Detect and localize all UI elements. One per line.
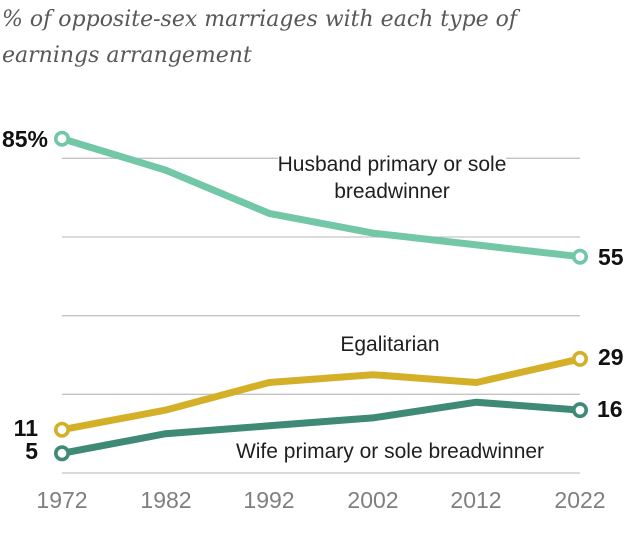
x-axis-label-2022: 2022 [554, 487, 606, 513]
end-value-husband: 55 [598, 244, 624, 270]
marker-1-end [571, 350, 588, 367]
series-label-husband: Husband primary or sole breadwinner [277, 151, 507, 205]
series-label-wife-text: Wife primary or sole breadwinner [235, 440, 545, 463]
series-line-1 [58, 355, 584, 434]
series-label-egalitarian-text: Egalitarian [340, 333, 440, 356]
start-value-egalitarian: 11 [13, 415, 38, 441]
end-value-egalitarian: 29 [598, 344, 624, 370]
x-axis-label-2002: 2002 [347, 487, 399, 513]
series-label-husband-text: Husband primary or sole breadwinner [277, 153, 507, 203]
start-value-wife: 5 [25, 438, 38, 464]
x-axis-label-1972: 1972 [36, 487, 88, 513]
end-value-wife: 16 [597, 396, 623, 422]
series-line-2 [58, 398, 584, 457]
chart-title: % of opposite-sex marriages with each ty… [2, 7, 518, 68]
start-value-husband: 85% [1, 126, 48, 152]
marker-0-end [571, 248, 588, 265]
x-axis-label-1982: 1982 [140, 487, 192, 513]
x-axis-label-2012: 2012 [450, 487, 502, 513]
x-axis-label-1992: 1992 [243, 487, 295, 513]
series-line-0 [58, 135, 584, 261]
marker-2-end [571, 402, 588, 419]
marker-1-start [53, 421, 70, 438]
series-label-wife: Wife primary or sole breadwinner [190, 438, 590, 465]
series-label-egalitarian: Egalitarian [290, 331, 490, 358]
marker-2-start [53, 445, 70, 462]
marker-0-start [53, 130, 70, 147]
